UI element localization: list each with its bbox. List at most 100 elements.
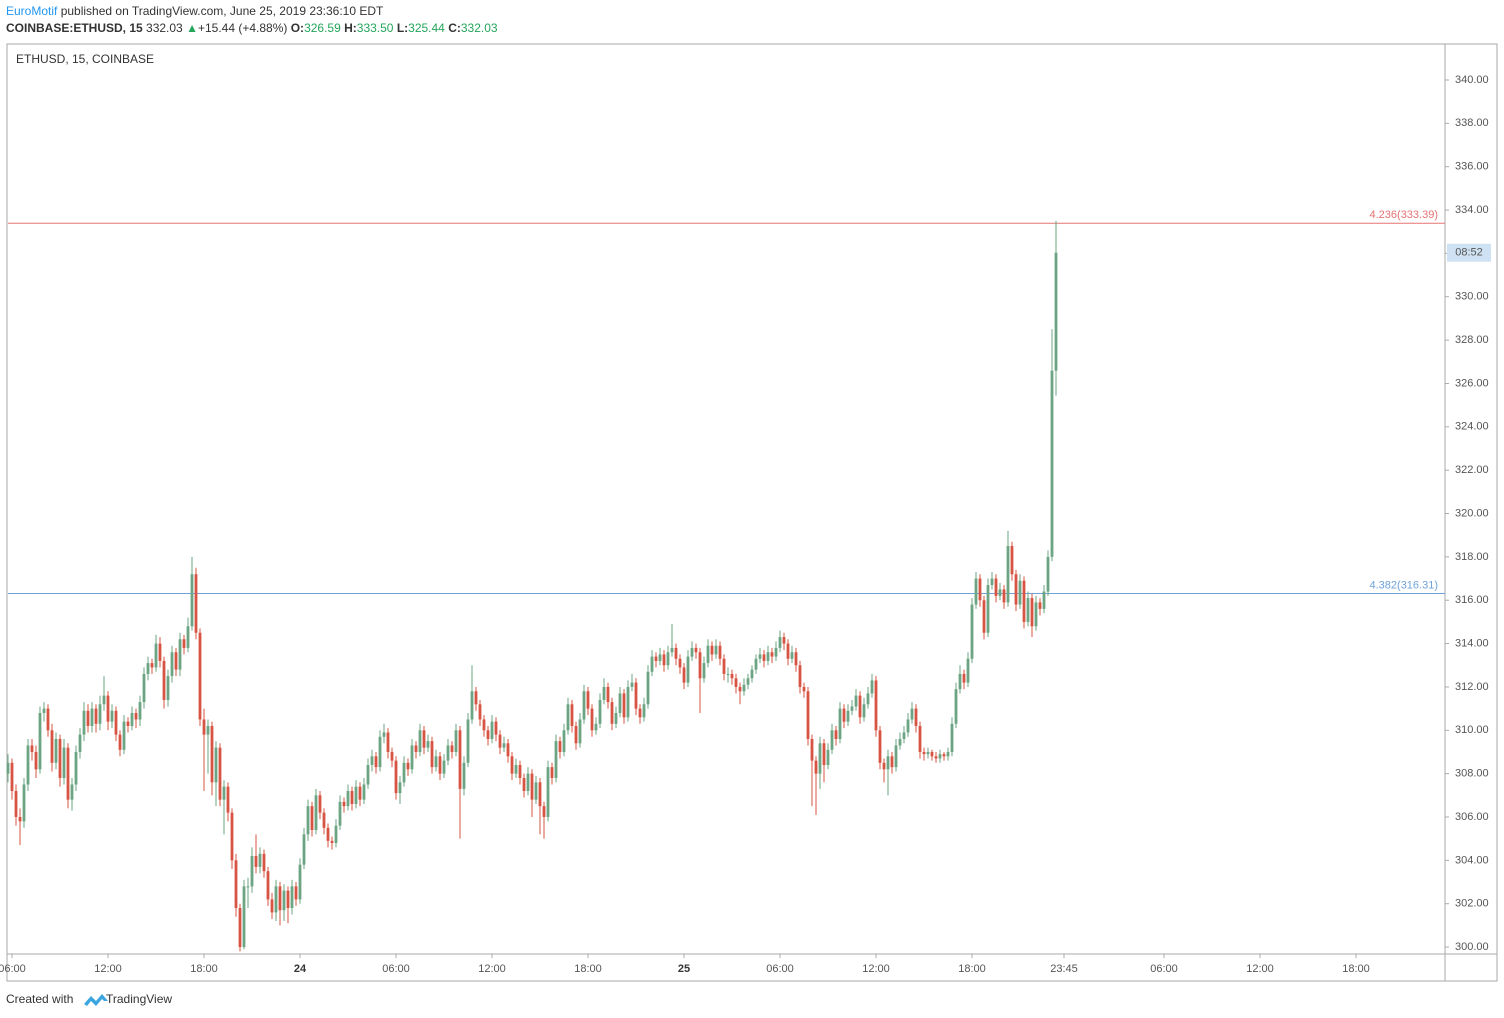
candle-body — [766, 652, 770, 661]
candle-body — [934, 756, 938, 759]
candle-body — [734, 678, 738, 687]
symbol-line: COINBASE:ETHUSD, 15 332.03 ▲+15.44 (+4.8… — [6, 21, 498, 35]
candle-body — [694, 647, 698, 653]
candle-body — [334, 825, 338, 844]
y-tick-label: 320.00 — [1455, 507, 1489, 519]
candle-body — [26, 745, 30, 785]
footer-brand[interactable]: TradingView — [106, 992, 172, 1006]
candle-body — [474, 691, 478, 705]
candle-body — [550, 767, 554, 778]
candle-body — [1010, 546, 1014, 575]
candle-body — [278, 886, 282, 911]
candle-body — [962, 673, 966, 683]
candle-body — [666, 652, 670, 666]
candle-body — [466, 719, 470, 763]
candle-body — [398, 782, 402, 794]
arrow: ▲ — [186, 21, 198, 35]
candle-body — [266, 871, 270, 900]
candle-body — [514, 764, 518, 774]
candle-body — [842, 708, 846, 722]
candle-body — [102, 695, 106, 705]
y-tick-label: 338.00 — [1455, 117, 1489, 129]
candle-body — [362, 784, 366, 800]
candle-body — [898, 738, 902, 746]
x-tick-label: 18:00 — [574, 963, 602, 975]
candle-body — [586, 691, 590, 709]
candle-body — [342, 801, 346, 807]
candle-body — [786, 643, 790, 659]
candle-body — [946, 751, 950, 757]
ohlc-key: L: — [397, 21, 408, 35]
candle-body — [926, 751, 930, 755]
candle-body — [326, 827, 330, 841]
candle-body — [810, 738, 814, 761]
y-tick-label: 312.00 — [1455, 681, 1489, 693]
candle-body — [918, 725, 922, 752]
candle-body — [14, 790, 18, 818]
y-tick-label: 324.00 — [1455, 421, 1489, 433]
candle-body — [406, 762, 410, 770]
candle-body — [438, 756, 442, 774]
candle-body — [590, 708, 594, 731]
author[interactable]: EuroMotif — [6, 4, 58, 18]
candle-body — [98, 704, 102, 724]
candle-body — [310, 806, 314, 831]
candle-body — [938, 754, 942, 759]
x-tick-label: 12:00 — [1246, 963, 1274, 975]
candle-body — [450, 745, 454, 752]
candle-body — [614, 712, 618, 724]
candle-body — [198, 632, 202, 720]
candle-body — [486, 730, 490, 739]
candle-body — [678, 658, 682, 668]
candle-body — [1046, 556, 1050, 592]
candle-body — [522, 777, 526, 791]
candle-body — [1038, 602, 1042, 609]
ohlc-key: O: — [291, 21, 304, 35]
candle-body — [686, 656, 690, 683]
candle-body — [618, 693, 622, 713]
y-tick-label: 306.00 — [1455, 811, 1489, 823]
candle-body — [1050, 370, 1054, 557]
candle-body — [478, 704, 482, 720]
candle-body — [38, 712, 42, 770]
candle-body — [162, 660, 166, 700]
candle-body — [1018, 580, 1022, 605]
candle-body — [118, 734, 122, 750]
candle-body — [106, 695, 110, 722]
candle-body — [410, 745, 414, 770]
candle-body — [242, 886, 246, 948]
x-tick-label: 18:00 — [958, 963, 986, 975]
candle-body — [386, 732, 390, 752]
candle-body — [54, 738, 58, 763]
candle-body — [1030, 598, 1034, 627]
candle-body — [818, 743, 822, 774]
candle-body — [1026, 598, 1030, 622]
candle-body — [610, 702, 614, 724]
candle-body — [18, 817, 22, 822]
candle-body — [950, 723, 954, 752]
candle-body — [482, 719, 486, 731]
candle-body — [602, 686, 606, 700]
y-tick-label: 308.00 — [1455, 768, 1489, 780]
candle-body — [122, 721, 126, 750]
y-tick-label: 310.00 — [1455, 724, 1489, 736]
countdown-box — [1447, 243, 1491, 262]
candle-body — [1006, 546, 1010, 603]
candle-body — [1002, 589, 1006, 603]
candle-body — [774, 647, 778, 657]
candle-body — [350, 790, 354, 804]
candle-body — [110, 710, 114, 722]
candle-body — [866, 693, 870, 705]
candle-body — [490, 721, 494, 739]
candle-body — [358, 786, 362, 800]
candle-body — [338, 801, 342, 826]
candle-body — [530, 773, 534, 800]
candle-body — [66, 747, 70, 800]
candle-body — [134, 712, 138, 720]
candle-body — [418, 730, 422, 752]
candle-body — [930, 751, 934, 757]
candle-body — [422, 730, 426, 748]
candle-body — [322, 812, 326, 828]
candle-body — [858, 695, 862, 718]
